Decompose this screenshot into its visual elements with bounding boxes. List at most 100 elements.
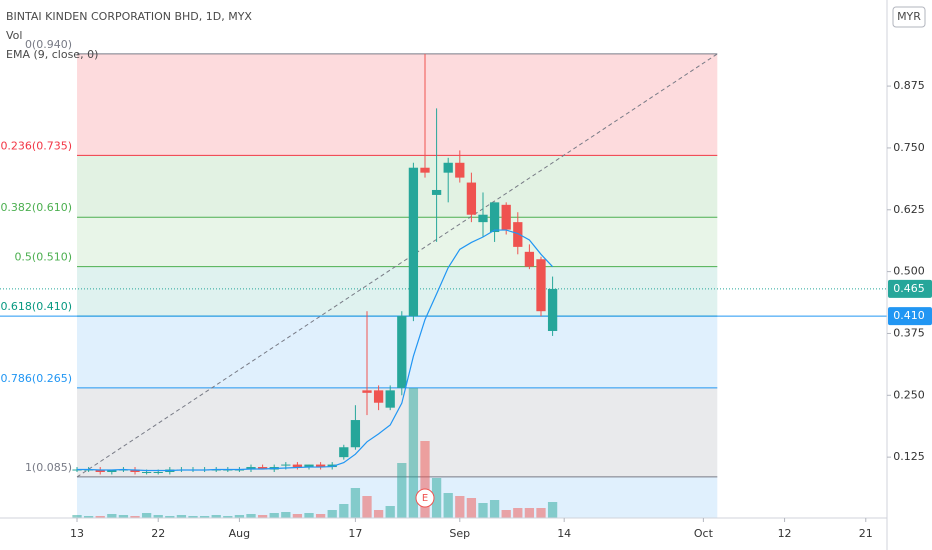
volume-bar bbox=[466, 498, 477, 518]
volume-bar bbox=[385, 506, 395, 518]
fib-label: 0.382(0.610) bbox=[0, 201, 72, 214]
fib-label: 0.5(0.510) bbox=[14, 251, 72, 264]
candle-body bbox=[536, 259, 546, 312]
volume-bar bbox=[513, 508, 523, 518]
x-tick-label: 13 bbox=[70, 527, 84, 540]
candle-body bbox=[408, 167, 419, 317]
candle-body bbox=[443, 162, 453, 173]
volume-bar bbox=[165, 516, 175, 518]
price-tag-label: 0.465 bbox=[893, 282, 925, 295]
candle-body bbox=[431, 189, 442, 195]
candle-body bbox=[281, 464, 291, 466]
candle-body bbox=[315, 464, 326, 468]
volume-bar bbox=[257, 515, 268, 518]
fib-band bbox=[77, 53, 718, 156]
y-tick-label: 0.875 bbox=[893, 79, 925, 92]
volume-bar bbox=[95, 516, 105, 518]
candle-body bbox=[466, 182, 477, 215]
x-tick-label: Oct bbox=[694, 527, 714, 540]
volume-bar bbox=[373, 510, 384, 518]
candle-body bbox=[327, 464, 337, 468]
volume-bar bbox=[211, 515, 221, 518]
volume-bar bbox=[199, 516, 210, 518]
y-tick-label: 0.375 bbox=[893, 326, 925, 339]
x-tick-label: 17 bbox=[348, 527, 362, 540]
candle-body bbox=[385, 390, 395, 408]
earnings-marker bbox=[415, 488, 435, 508]
volume-bar bbox=[281, 512, 291, 518]
chart-title: BINTAI KINDEN CORPORATION BHD, 1D, MYX bbox=[6, 10, 252, 23]
volume-bar bbox=[350, 488, 361, 518]
volume-bar bbox=[269, 513, 279, 518]
candle-body bbox=[130, 469, 140, 472]
volume-bar bbox=[408, 388, 419, 518]
volume-bar bbox=[107, 514, 117, 518]
candle-body bbox=[304, 464, 314, 468]
candle-body bbox=[107, 469, 117, 472]
volume-bar bbox=[130, 516, 140, 518]
volume-bar bbox=[536, 508, 546, 518]
volume-bar bbox=[223, 516, 233, 518]
ema-line bbox=[77, 229, 554, 472]
y-tick-label: 0.125 bbox=[893, 450, 925, 463]
fib-band bbox=[77, 387, 718, 477]
volume-bar bbox=[397, 463, 407, 518]
volume-bar bbox=[443, 493, 453, 518]
currency[interactable]: MYR bbox=[897, 10, 921, 23]
volume-bar bbox=[547, 502, 558, 518]
volume-bar bbox=[362, 496, 372, 518]
candle-body bbox=[455, 162, 465, 178]
volume-bar bbox=[304, 513, 314, 518]
x-tick-label: 22 bbox=[151, 527, 165, 540]
y-tick-label: 0.500 bbox=[893, 265, 925, 278]
volume-bar bbox=[153, 515, 163, 518]
currency-box[interactable] bbox=[892, 6, 926, 28]
candle-body bbox=[153, 471, 163, 473]
candle-body bbox=[246, 467, 256, 470]
volume-bar bbox=[339, 504, 349, 518]
candle-body bbox=[513, 222, 523, 247]
volume-bar bbox=[118, 515, 129, 518]
price-tag bbox=[888, 279, 932, 298]
candle-body bbox=[257, 467, 268, 470]
volume-bar bbox=[524, 508, 535, 518]
volume-bar bbox=[292, 514, 303, 518]
earnings-label: E bbox=[422, 493, 428, 504]
candle-body bbox=[141, 471, 152, 473]
fib-label: 0(0.940) bbox=[25, 38, 72, 51]
volume-bar bbox=[501, 510, 511, 518]
candle-body bbox=[547, 288, 558, 331]
volume-bar bbox=[234, 515, 245, 518]
volume-bar bbox=[83, 516, 94, 518]
candle-body bbox=[489, 202, 500, 233]
fib-label: 0.236(0.735) bbox=[0, 139, 72, 152]
x-tick-label: Aug bbox=[229, 527, 250, 540]
volume-bar bbox=[327, 510, 337, 518]
y-tick-label: 0.625 bbox=[893, 203, 925, 216]
price-tag-label: 0.410 bbox=[893, 309, 925, 322]
volume-bar bbox=[478, 503, 488, 518]
volume-bar bbox=[141, 513, 152, 518]
volume-bar bbox=[455, 496, 465, 518]
volume-bar bbox=[72, 515, 82, 518]
volume-bar bbox=[246, 514, 256, 518]
fib-label: 0.618(0.410) bbox=[0, 300, 72, 313]
fib-label: 1(0.085) bbox=[25, 461, 72, 474]
candle-body bbox=[373, 390, 384, 403]
candle-body bbox=[95, 469, 105, 472]
fib-label: 0.786(0.265) bbox=[0, 372, 72, 385]
y-tick-label: 0.750 bbox=[893, 141, 925, 154]
volume-bar bbox=[315, 514, 326, 518]
volume-bar bbox=[176, 515, 187, 518]
fib-band bbox=[77, 217, 718, 267]
x-tick-label: 12 bbox=[778, 527, 792, 540]
candle-body bbox=[292, 464, 303, 468]
volume-bar bbox=[420, 441, 430, 518]
fib-band bbox=[77, 155, 718, 218]
candle-body bbox=[350, 420, 361, 448]
volume-label: Vol bbox=[6, 29, 22, 42]
volume-bar bbox=[489, 500, 500, 518]
volume-bar bbox=[431, 478, 442, 518]
